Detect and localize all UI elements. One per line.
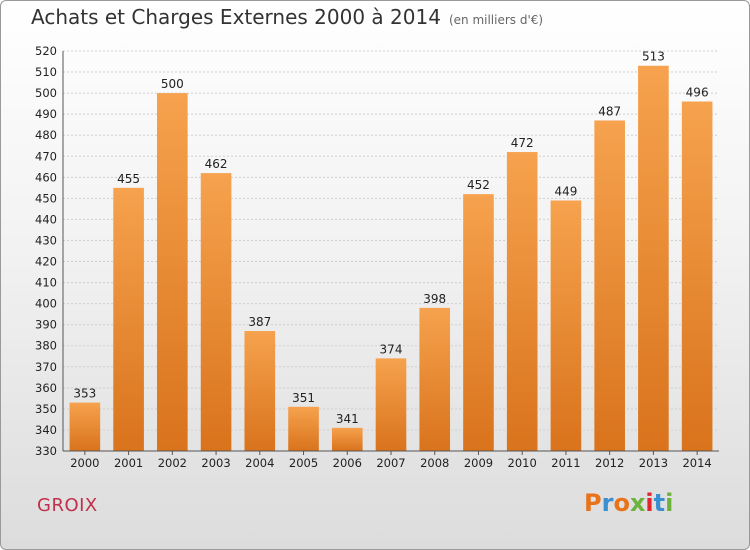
bar-value-label: 449 [554, 184, 577, 198]
y-tick-label: 340 [35, 423, 57, 437]
bar-2013[interactable] [638, 65, 669, 451]
x-tick-label: 2008 [420, 456, 449, 470]
bar-2005[interactable] [288, 406, 319, 451]
bar-2012[interactable] [594, 120, 625, 451]
bar-value-label: 455 [117, 172, 140, 186]
x-tick-label: 2012 [595, 456, 624, 470]
x-tick-label: 2014 [682, 456, 711, 470]
bar-2011[interactable] [550, 200, 582, 451]
y-tick-label: 420 [35, 255, 57, 269]
y-tick-label: 440 [35, 212, 57, 226]
bar-2014[interactable] [681, 101, 713, 452]
bar-2008[interactable] [419, 307, 451, 451]
x-tick-label: 2000 [70, 456, 99, 470]
x-tick-label: 2003 [201, 456, 230, 470]
bar-value-label: 462 [205, 157, 228, 171]
brand-letter: r [601, 489, 614, 517]
y-tick-label: 500 [35, 86, 57, 100]
x-tick-label: 2002 [158, 456, 187, 470]
y-tick-label: 410 [35, 276, 57, 290]
y-tick-label: 380 [35, 339, 57, 353]
bar-2006[interactable] [331, 427, 363, 451]
x-tick-label: 2006 [333, 456, 362, 470]
y-tick-label: 460 [35, 170, 57, 184]
brand-letter: i [645, 489, 654, 517]
brand-logo[interactable]: Proxiti [584, 489, 673, 517]
y-tick-label: 510 [35, 65, 57, 79]
y-tick-label: 470 [35, 149, 57, 163]
x-tick-label: 2005 [289, 456, 318, 470]
bars: 353 455 500 462 387 351 341 374 398 452 472 449 487 5… [69, 50, 713, 452]
bar-2003[interactable] [200, 173, 232, 451]
x-tick-label: 2010 [508, 456, 537, 470]
bar-value-label: 341 [336, 412, 359, 426]
y-tick-label: 390 [35, 318, 57, 332]
brand-letter: o [613, 489, 630, 517]
bar-value-label: 351 [292, 391, 315, 405]
axes: 330 340 350 360 370 380 390 400 410 420 430 440 450 4… [35, 44, 719, 470]
bar-value-label: 500 [161, 77, 184, 91]
y-tick-label: 330 [35, 444, 57, 458]
chart-title: Achats et Charges Externes 2000 à 2014 (e… [31, 5, 543, 29]
x-tick-label: 2001 [114, 456, 143, 470]
brand-letter: i [665, 489, 674, 517]
bar-2002[interactable] [157, 93, 188, 452]
x-tick-label: 2007 [376, 456, 405, 470]
bar-value-label: 513 [642, 50, 665, 64]
bar-2010[interactable] [506, 152, 538, 452]
place-name: GROIX [37, 495, 98, 516]
y-tick-label: 520 [35, 44, 57, 58]
y-tick-label: 400 [35, 297, 57, 311]
bar-2000[interactable] [69, 402, 101, 451]
chart-subtitle: (en milliers d'€) [448, 13, 544, 27]
bar-2001[interactable] [113, 187, 144, 451]
brand-letter: t [653, 489, 666, 517]
bar-value-label: 452 [467, 178, 490, 192]
x-tick-label: 2009 [464, 456, 493, 470]
y-tick-label: 370 [35, 360, 57, 374]
x-tick-label: 2004 [245, 456, 274, 470]
bar-value-label: 374 [380, 342, 403, 356]
x-tick-label: 2013 [639, 456, 668, 470]
bar-2004[interactable] [244, 331, 276, 451]
y-tick-label: 450 [35, 191, 57, 205]
brand-letter: P [584, 489, 602, 517]
bar-value-label: 387 [248, 315, 271, 329]
bar-2007[interactable] [375, 358, 407, 451]
x-tick-label: 2011 [551, 456, 580, 470]
y-tick-label: 360 [35, 381, 57, 395]
bar-value-label: 472 [511, 136, 534, 150]
bar-value-label: 487 [598, 104, 621, 118]
bar-2009[interactable] [463, 194, 494, 451]
y-tick-label: 480 [35, 128, 57, 142]
y-tick-label: 490 [35, 107, 57, 121]
y-tick-label: 430 [35, 233, 57, 247]
brand-letter: x [629, 489, 646, 517]
bar-value-label: 496 [686, 86, 709, 100]
bar-value-label: 353 [73, 387, 96, 401]
chart-title-text: Achats et Charges Externes 2000 à 2014 [31, 5, 441, 29]
bar-value-label: 398 [423, 292, 446, 306]
y-tick-label: 350 [35, 402, 57, 416]
